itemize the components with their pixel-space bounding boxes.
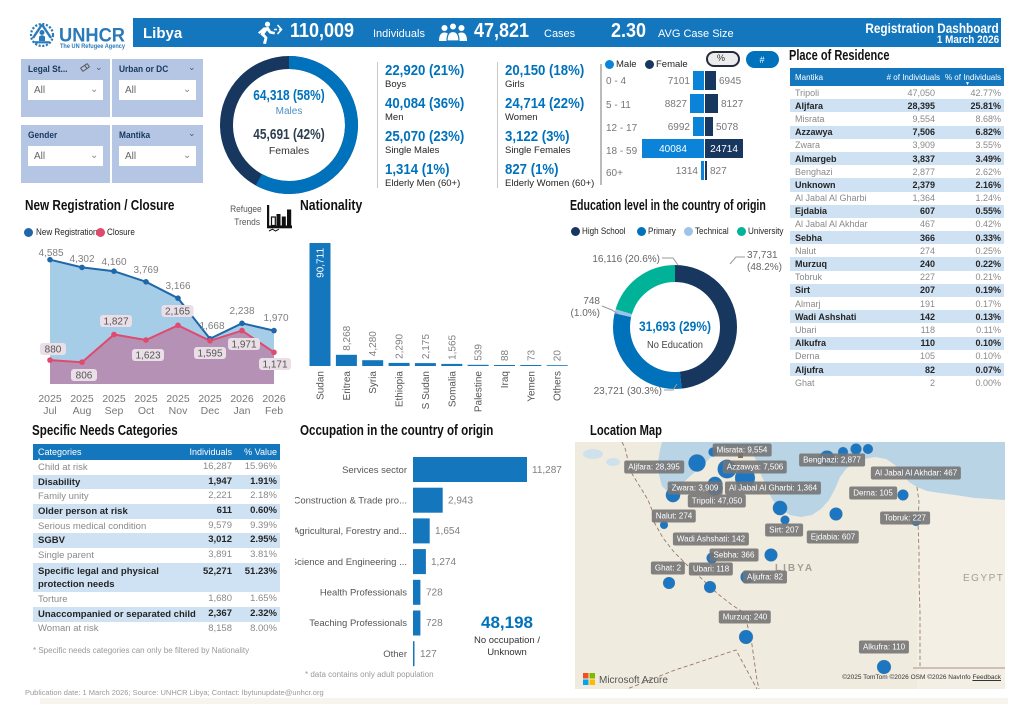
svg-text:11,287: 11,287 bbox=[532, 465, 562, 476]
svg-text:The UN Refugee Agency: The UN Refugee Agency bbox=[60, 43, 125, 50]
svg-text:Other: Other bbox=[383, 649, 407, 660]
svg-text:2025: 2025 bbox=[70, 393, 94, 405]
svg-text:Jul: Jul bbox=[43, 405, 56, 417]
svg-text:2,290: 2,290 bbox=[395, 333, 406, 358]
svg-text:2,238: 2,238 bbox=[229, 306, 254, 317]
svg-text:Yemen: Yemen bbox=[526, 371, 537, 402]
svg-text:Microsoft Azure: Microsoft Azure bbox=[599, 675, 668, 686]
svg-text:Nov: Nov bbox=[169, 405, 188, 417]
svg-text:Syria: Syria bbox=[368, 371, 379, 394]
svg-text:48,198: 48,198 bbox=[481, 613, 533, 632]
svg-text:880: 880 bbox=[45, 345, 62, 356]
svg-text:2025: 2025 bbox=[166, 393, 190, 405]
svg-text:1,565: 1,565 bbox=[447, 334, 458, 359]
svg-text:90,711: 90,711 bbox=[316, 248, 327, 278]
svg-text:1,171: 1,171 bbox=[262, 360, 287, 371]
svg-text:1,668: 1,668 bbox=[199, 321, 224, 332]
svg-text:(48.2%): (48.2%) bbox=[747, 262, 782, 273]
svg-text:Feb: Feb bbox=[265, 405, 283, 417]
svg-text:4,302: 4,302 bbox=[69, 254, 94, 265]
svg-text:1,971: 1,971 bbox=[231, 340, 256, 351]
svg-text:3,166: 3,166 bbox=[165, 281, 190, 292]
svg-text:Aug: Aug bbox=[73, 405, 92, 417]
svg-text:2026: 2026 bbox=[230, 393, 254, 405]
svg-text:4,585: 4,585 bbox=[38, 248, 63, 259]
svg-text:4,160: 4,160 bbox=[101, 257, 126, 268]
svg-text:728: 728 bbox=[426, 588, 443, 599]
svg-text:Health Professionals: Health Professionals bbox=[320, 588, 407, 599]
svg-text:Iraq: Iraq bbox=[500, 371, 511, 388]
svg-text:No Education: No Education bbox=[647, 340, 703, 351]
svg-text:23,721 (30.3%): 23,721 (30.3%) bbox=[594, 386, 662, 397]
svg-text:2,165: 2,165 bbox=[165, 307, 190, 318]
svg-text:31,693 (29%): 31,693 (29%) bbox=[639, 319, 711, 334]
svg-text:2025: 2025 bbox=[134, 393, 158, 405]
svg-text:Oct: Oct bbox=[138, 405, 154, 417]
svg-text:8,268: 8,268 bbox=[342, 325, 353, 350]
svg-text:4,280: 4,280 bbox=[368, 331, 379, 356]
svg-text:748: 748 bbox=[583, 296, 600, 307]
svg-text:UNHCR: UNHCR bbox=[59, 26, 125, 47]
svg-text:Jan: Jan bbox=[234, 405, 251, 417]
svg-text:1,970: 1,970 bbox=[263, 313, 288, 324]
svg-text:(1.0%): (1.0%) bbox=[571, 308, 600, 319]
svg-text:No occupation /: No occupation / bbox=[474, 635, 540, 646]
svg-text:* data contains only adult pop: * data contains only adult population bbox=[305, 670, 434, 679]
svg-text:806: 806 bbox=[76, 371, 93, 382]
svg-text:1,827: 1,827 bbox=[103, 317, 128, 328]
svg-text:Palestine: Palestine bbox=[474, 371, 485, 413]
svg-text:Unknown: Unknown bbox=[487, 647, 527, 658]
svg-text:73: 73 bbox=[526, 349, 537, 361]
svg-text:Somalia: Somalia bbox=[447, 371, 458, 408]
svg-text:728: 728 bbox=[426, 618, 443, 629]
svg-text:1,654: 1,654 bbox=[435, 526, 460, 537]
svg-text:Ethiopia: Ethiopia bbox=[395, 371, 406, 408]
svg-text:1,274: 1,274 bbox=[431, 557, 456, 568]
svg-text:539: 539 bbox=[474, 344, 485, 361]
svg-text:37,731: 37,731 bbox=[747, 250, 778, 261]
svg-text:EGYPT: EGYPT bbox=[963, 573, 1004, 584]
svg-text:88: 88 bbox=[500, 349, 511, 361]
svg-text:2025: 2025 bbox=[198, 393, 222, 405]
svg-text:Sep: Sep bbox=[105, 405, 124, 417]
svg-text:LIBYA: LIBYA bbox=[775, 563, 814, 574]
svg-text:2025: 2025 bbox=[102, 393, 126, 405]
svg-text:Dec: Dec bbox=[201, 405, 220, 417]
svg-text:2,943: 2,943 bbox=[448, 496, 473, 507]
svg-text:Eritrea: Eritrea bbox=[342, 371, 353, 401]
svg-text:20: 20 bbox=[553, 350, 564, 362]
svg-text:Services sector: Services sector bbox=[342, 465, 407, 476]
svg-text:1,623: 1,623 bbox=[135, 351, 160, 362]
svg-text:Others: Others bbox=[553, 371, 564, 401]
svg-text:Sudan: Sudan bbox=[316, 371, 327, 400]
svg-text:2026: 2026 bbox=[262, 393, 286, 405]
svg-text:1,595: 1,595 bbox=[197, 349, 222, 360]
svg-text:2,175: 2,175 bbox=[421, 334, 432, 359]
svg-text:Science and Engineering ...: Science and Engineering ... bbox=[295, 557, 407, 568]
svg-text:S Sudan: S Sudan bbox=[421, 371, 432, 409]
svg-text:16,116 (20.6%): 16,116 (20.6%) bbox=[592, 254, 660, 265]
svg-text:Construction & Trade pro...: Construction & Trade pro... bbox=[295, 496, 407, 507]
svg-text:2025: 2025 bbox=[38, 393, 62, 405]
svg-text:3,769: 3,769 bbox=[133, 265, 158, 276]
svg-text:127: 127 bbox=[420, 649, 437, 660]
svg-text:Teaching Professionals: Teaching Professionals bbox=[309, 618, 407, 629]
svg-text:Agricultural, Forestry and...: Agricultural, Forestry and... bbox=[295, 526, 407, 537]
